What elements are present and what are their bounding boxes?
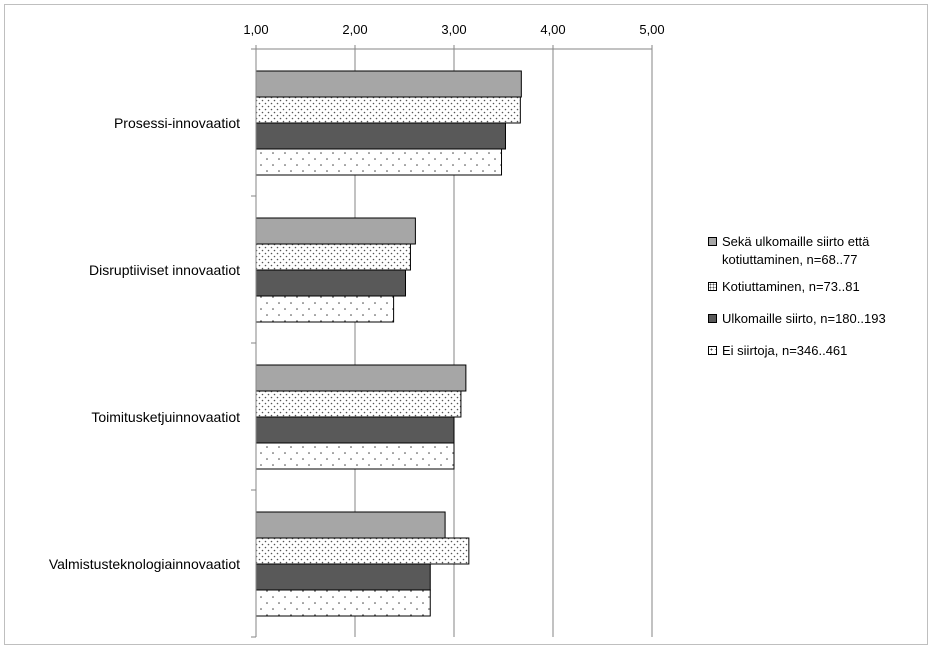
legend-label: Kotiuttaminen, n=73..81 [722,279,860,294]
category-labels: Prosessi-innovaatiot Disruptiiviset innov… [49,115,240,572]
legend-item: Ei siirtoja, n=346..461 [708,342,930,360]
bar-1 [255,217,416,245]
bar-1 [255,70,522,98]
bar-2 [255,390,462,418]
legend-label: Sekä ulkomaille siirto että kotiuttamine… [722,234,870,267]
category-label: Toimitusketjuinnovaatiot [91,409,240,425]
bar-1 [255,511,446,539]
bar-2 [255,537,470,565]
legend-item: Sekä ulkomaille siirto että kotiuttamine… [708,233,930,269]
bar-3 [255,122,506,150]
bar-1 [255,364,467,392]
bar-3 [255,416,455,444]
x-tick-label: 2,00 [342,22,367,37]
legend-swatch [708,237,717,246]
x-tick-label: 1,00 [243,22,268,37]
bar-3 [255,269,406,297]
axes [251,45,653,638]
legend-swatch [708,346,717,355]
bar-2 [255,96,521,124]
category-label: Prosessi-innovaatiot [114,115,240,131]
legend-label: Ei siirtoja, n=346..461 [722,343,848,358]
bar-4 [255,295,395,323]
x-tick-label: 3,00 [441,22,466,37]
legend-item: Kotiuttaminen, n=73..81 [708,278,930,296]
x-tick-label: 4,00 [540,22,565,37]
bar-4 [255,589,431,617]
bar-2 [255,243,411,271]
bar-4 [255,148,503,176]
x-tick-labels: 1,00 2,00 3,00 4,00 5,00 [243,22,664,37]
bar-4 [255,442,455,470]
bars [255,70,522,617]
x-tick-label: 5,00 [639,22,664,37]
legend-label: Ulkomaille siirto, n=180..193 [722,311,886,326]
legend-item: Ulkomaille siirto, n=180..193 [708,310,930,328]
legend: Sekä ulkomaille siirto että kotiuttamine… [708,233,930,360]
bar-3 [255,563,431,591]
legend-swatch [708,314,717,323]
category-label: Disruptiiviset innovaatiot [89,262,240,278]
legend-swatch [708,282,717,291]
category-label: Valmistusteknologiainnovaatiot [49,556,240,572]
